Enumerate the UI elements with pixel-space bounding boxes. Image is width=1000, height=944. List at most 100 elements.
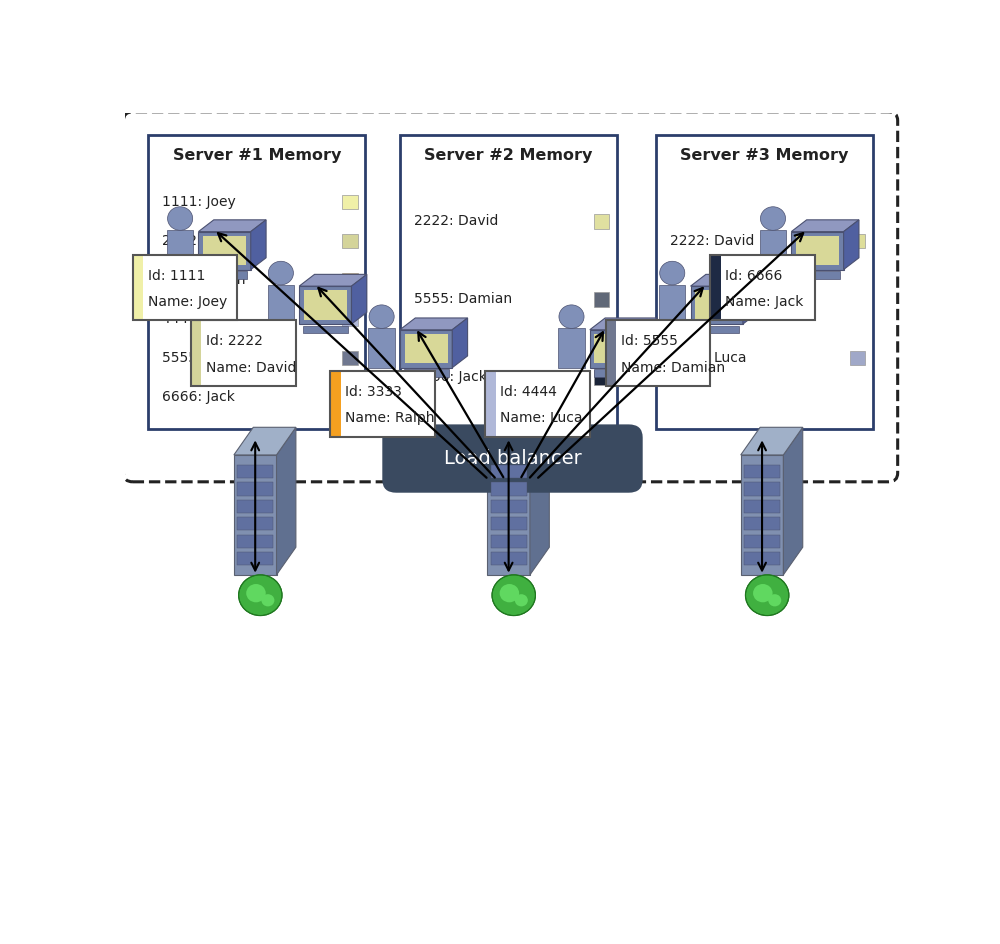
Bar: [721, 255, 815, 320]
Bar: [796, 236, 839, 265]
Bar: [133, 255, 143, 320]
Text: 6666: Jack: 6666: Jack: [414, 370, 487, 384]
Text: 2222: David: 2222: David: [414, 214, 498, 228]
Text: Server #3 Memory: Server #3 Memory: [680, 148, 849, 163]
Bar: [744, 517, 780, 531]
Polygon shape: [691, 275, 758, 286]
Bar: [594, 334, 637, 363]
Bar: [342, 390, 358, 404]
Bar: [590, 329, 642, 367]
Circle shape: [753, 584, 773, 602]
Circle shape: [492, 575, 535, 615]
Bar: [744, 534, 780, 548]
Bar: [616, 320, 710, 386]
Bar: [744, 500, 780, 514]
Bar: [342, 194, 358, 210]
Bar: [710, 255, 815, 320]
Polygon shape: [642, 318, 657, 367]
Text: Id: 5555: Id: 5555: [621, 334, 677, 348]
Bar: [695, 291, 738, 320]
Bar: [795, 271, 840, 278]
Polygon shape: [741, 428, 803, 455]
Bar: [201, 320, 296, 386]
Polygon shape: [487, 428, 549, 455]
Polygon shape: [791, 220, 859, 231]
Circle shape: [515, 594, 528, 606]
Bar: [404, 369, 449, 377]
Circle shape: [559, 305, 584, 329]
Bar: [558, 329, 585, 367]
Bar: [342, 350, 358, 365]
Bar: [491, 482, 527, 496]
Circle shape: [660, 261, 685, 285]
Bar: [491, 465, 527, 479]
Bar: [744, 552, 780, 565]
Text: Name: Damian: Name: Damian: [621, 361, 725, 375]
Bar: [744, 465, 780, 479]
Circle shape: [168, 207, 193, 230]
Bar: [695, 326, 739, 333]
Polygon shape: [234, 428, 296, 455]
Text: Name: Ralph: Name: Ralph: [345, 412, 435, 426]
Bar: [491, 500, 527, 514]
Bar: [198, 231, 251, 270]
Text: Server #2 Memory: Server #2 Memory: [424, 148, 593, 163]
FancyBboxPatch shape: [148, 135, 365, 430]
Text: 2222: David: 2222: David: [670, 234, 754, 248]
Text: 1111: Joey: 1111: Joey: [162, 194, 236, 209]
Bar: [850, 233, 865, 248]
Text: 6666: Jack: 6666: Jack: [162, 390, 235, 404]
Polygon shape: [783, 428, 803, 575]
Polygon shape: [530, 428, 549, 575]
Bar: [485, 371, 590, 437]
Bar: [268, 285, 294, 324]
FancyBboxPatch shape: [656, 135, 873, 430]
Polygon shape: [198, 220, 266, 231]
Polygon shape: [743, 275, 758, 324]
Circle shape: [768, 594, 781, 606]
Bar: [167, 230, 193, 270]
Bar: [744, 482, 780, 496]
Bar: [710, 255, 721, 320]
Bar: [342, 312, 358, 326]
Bar: [606, 320, 710, 386]
Text: Load balancer: Load balancer: [444, 449, 581, 468]
Circle shape: [500, 584, 519, 602]
Circle shape: [745, 575, 789, 615]
Circle shape: [261, 594, 274, 606]
Bar: [594, 214, 609, 228]
Text: 5555: Damian: 5555: Damian: [414, 293, 512, 307]
Bar: [791, 231, 844, 270]
Polygon shape: [351, 275, 367, 324]
Polygon shape: [844, 220, 859, 270]
Text: Name: Jack: Name: Jack: [725, 295, 804, 309]
Circle shape: [246, 584, 266, 602]
Bar: [487, 455, 530, 575]
Text: Id: 6666: Id: 6666: [725, 269, 783, 283]
Polygon shape: [277, 428, 296, 575]
Bar: [741, 455, 783, 575]
Polygon shape: [590, 318, 657, 329]
Bar: [691, 286, 743, 324]
Bar: [491, 517, 527, 531]
Bar: [304, 291, 347, 320]
Bar: [405, 334, 448, 363]
Bar: [237, 534, 273, 548]
Bar: [491, 534, 527, 548]
Circle shape: [268, 261, 293, 285]
FancyBboxPatch shape: [400, 135, 617, 430]
Polygon shape: [299, 275, 367, 286]
Bar: [496, 371, 590, 437]
Bar: [237, 517, 273, 531]
Bar: [594, 292, 609, 307]
Bar: [330, 371, 341, 437]
Text: Id: 2222: Id: 2222: [206, 334, 263, 348]
Bar: [368, 329, 395, 367]
Bar: [400, 329, 452, 367]
Text: Id: 3333: Id: 3333: [345, 385, 402, 399]
Bar: [191, 320, 201, 386]
FancyBboxPatch shape: [382, 425, 643, 493]
Bar: [299, 286, 351, 324]
Bar: [760, 230, 786, 270]
Bar: [850, 350, 865, 365]
